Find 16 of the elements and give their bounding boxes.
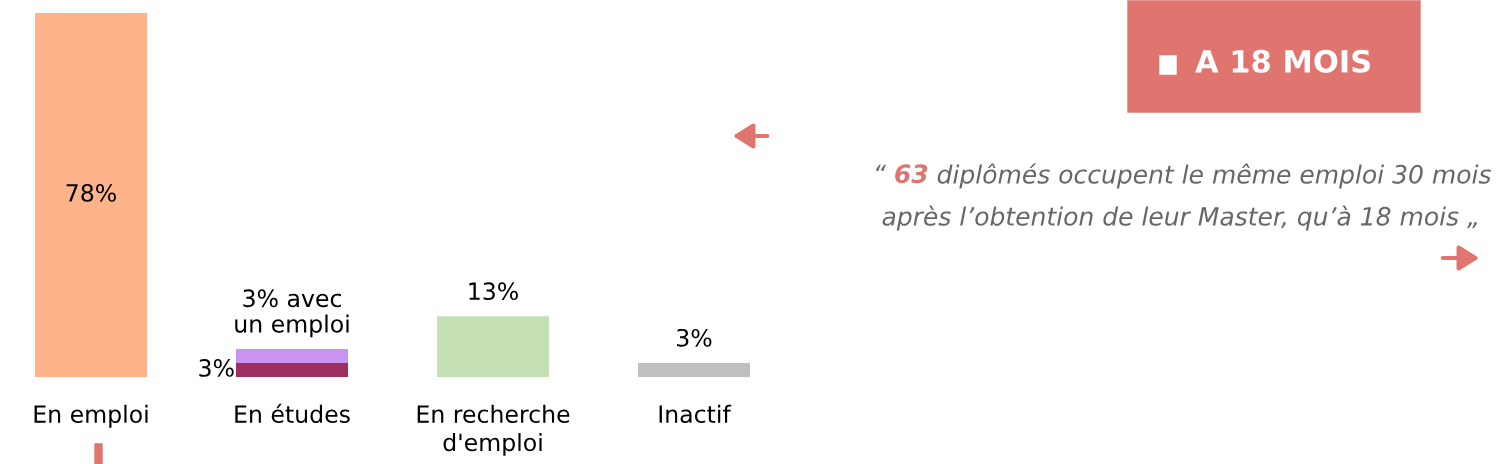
text: “ 63 diplômés occupent le même emploi 30 mois après l’obtention de leur Master, qu’à 18 mois „ bbox=[876, 163, 1491, 231]
bar bbox=[236, 349, 348, 363]
data-label: 3% bbox=[199, 358, 234, 377]
x-tick-label: En études bbox=[235, 403, 350, 424]
bar bbox=[638, 363, 750, 377]
data-label: 3% avec un emploi bbox=[235, 289, 349, 338]
bar bbox=[35, 13, 147, 377]
text: A 18 MOIS bbox=[1195, 49, 1370, 73]
x-tick-label: En recherche d'emploi bbox=[417, 404, 570, 456]
data-label: 13% bbox=[469, 282, 518, 301]
bar bbox=[236, 363, 348, 377]
x-tick-label: Inactif bbox=[659, 404, 732, 424]
data-label: 78% bbox=[66, 183, 116, 202]
data-label: 3% bbox=[677, 328, 712, 347]
bar bbox=[437, 316, 549, 377]
x-tick-label: En emploi bbox=[34, 404, 148, 428]
